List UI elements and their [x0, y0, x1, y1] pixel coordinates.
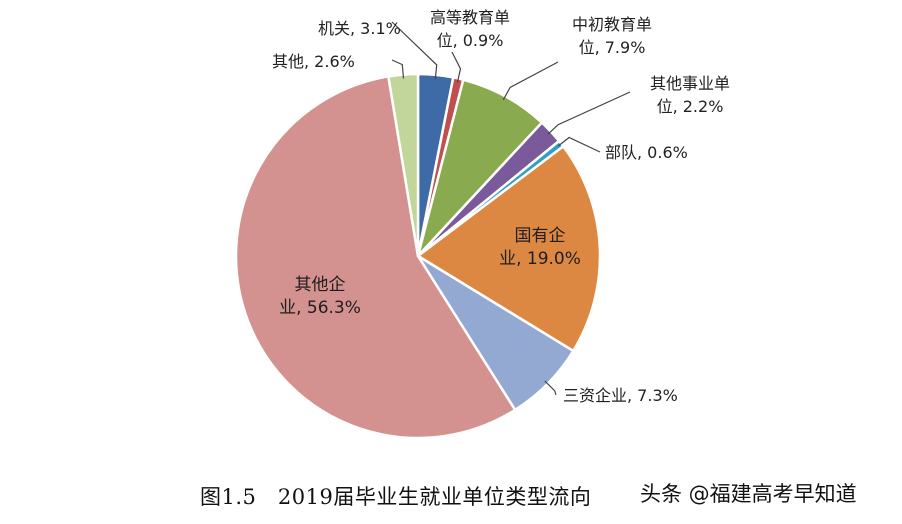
leader-line — [451, 51, 462, 83]
slice-label: 高等教育单位, 0.9% — [430, 8, 510, 50]
figure-caption: 图1.5 2019届毕业生就业单位类型流向 — [200, 485, 592, 509]
leader-line — [547, 91, 631, 135]
slice-label: 其他企业, 56.3% — [279, 275, 361, 318]
pie-chart: 机关, 3.1% 高等教育单位, 0.9% 中初教育单位, 7.9% 其他事业单位, … — [234, 8, 730, 440]
slice-label: 三资企业, 7.3% — [563, 386, 678, 405]
watermark-text: 头条 @福建高考早知道 — [640, 482, 857, 506]
slice-label: 部队, 0.6% — [605, 143, 688, 162]
slice-label: 其他事业单位, 2.2% — [650, 74, 730, 116]
pie-slice — [416, 145, 602, 353]
leader-line — [391, 21, 438, 79]
slice-label: 中初教育单位, 7.9% — [572, 15, 652, 57]
slice-label: 国有企业, 19.0% — [499, 226, 581, 269]
pie-slice — [234, 75, 517, 440]
leader-line — [502, 61, 559, 101]
slice-label: 机关, 3.1% — [318, 19, 401, 38]
leader-line — [391, 59, 405, 79]
leader-line — [557, 136, 601, 153]
slice-label: 其他, 2.6% — [272, 52, 355, 71]
leader-line — [544, 380, 557, 396]
